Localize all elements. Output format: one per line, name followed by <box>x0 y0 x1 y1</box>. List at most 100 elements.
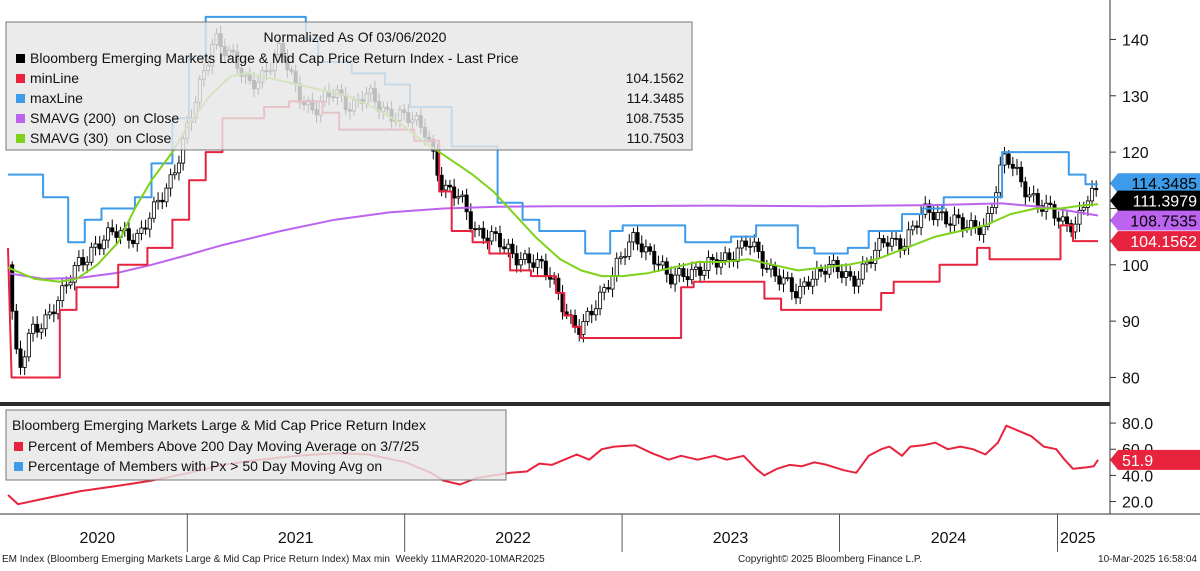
candle <box>1048 195 1053 210</box>
lower-title: Bloomberg Emerging Markets Large & Mid C… <box>12 417 426 433</box>
candle <box>706 250 711 279</box>
candle-body <box>1073 223 1078 233</box>
candle <box>623 248 628 266</box>
candle-body <box>677 268 682 276</box>
candle-body <box>652 250 657 265</box>
candle <box>785 271 790 282</box>
series-line-sma200 <box>7 202 1099 280</box>
lower-legend-box <box>5 409 507 481</box>
candle-body <box>952 214 957 226</box>
legend-label-pct-above-50: Percentage of Members with Px > 50 Day M… <box>28 458 382 474</box>
candle <box>852 271 857 294</box>
candle-body <box>573 315 578 328</box>
candle <box>1010 156 1015 177</box>
candle <box>806 276 811 290</box>
last-value-sma200: 108.7535 <box>1110 210 1200 231</box>
candle-body <box>147 217 152 230</box>
legend-value-sma30: 110.7503 <box>627 130 685 146</box>
candle-body <box>898 238 903 251</box>
legend-swatch-sma200 <box>16 114 25 123</box>
candle-body <box>1077 209 1082 225</box>
candle-body <box>848 271 853 277</box>
candle <box>739 235 744 256</box>
y-tick-label: 120 <box>1122 145 1149 162</box>
candle <box>798 278 803 305</box>
candle-body <box>881 238 886 244</box>
candle <box>1006 150 1011 169</box>
candle-body <box>706 257 711 271</box>
candle <box>839 264 844 284</box>
candle <box>464 188 469 221</box>
candle-body <box>643 246 648 253</box>
x-tick-label: 2025 <box>1060 530 1096 547</box>
candle <box>472 221 477 238</box>
legend-swatch-sma30 <box>16 134 25 143</box>
legend-value-maxline: 114.3485 <box>627 90 685 106</box>
candle-body <box>1035 193 1040 207</box>
candle-body <box>735 247 740 262</box>
candle <box>748 238 753 256</box>
candle-body <box>39 328 44 333</box>
candle <box>844 263 849 286</box>
candle-body <box>606 287 611 290</box>
candle-body <box>556 277 561 294</box>
candle <box>89 242 94 266</box>
candle-body <box>1090 187 1095 202</box>
candle-body <box>860 263 865 280</box>
candle <box>885 235 890 255</box>
last-value-sma200-text: 108.7535 <box>1130 213 1197 230</box>
candle <box>110 219 115 236</box>
upper-last-value-labels: 114.3485 108.7535 104.1562 111.3979 <box>1110 173 1200 252</box>
upper-legend-box <box>5 21 693 151</box>
candle-body <box>1006 153 1011 165</box>
y-tick-label: 90 <box>1122 314 1140 331</box>
candle <box>789 272 794 300</box>
candle-body <box>693 266 698 270</box>
candle <box>914 220 919 235</box>
legend-swatch-maxline <box>16 94 25 103</box>
candle-body <box>485 237 490 242</box>
series-line-sma30 <box>7 72 1099 283</box>
candle <box>643 239 648 261</box>
candle-body <box>856 278 861 287</box>
candle-body <box>22 356 27 368</box>
candle-body <box>481 227 486 239</box>
candle-body <box>739 240 744 249</box>
candle-body <box>844 271 849 278</box>
x-tick-label: 2020 <box>80 530 116 547</box>
candle <box>956 208 961 225</box>
candle <box>443 179 448 199</box>
candle-body <box>631 232 636 243</box>
candle <box>735 239 740 269</box>
legend-swatch-minline <box>16 74 25 83</box>
candle <box>585 307 590 326</box>
candle-body <box>806 281 811 287</box>
candle <box>126 220 131 249</box>
lower-legend: Bloomberg Emerging Markets Large & Mid C… <box>5 409 507 481</box>
last-value-pct-bg <box>1110 449 1200 470</box>
candle <box>831 253 836 273</box>
candle-body <box>885 242 890 247</box>
candle-body <box>456 196 461 199</box>
candle-body <box>748 245 753 248</box>
candle <box>156 192 161 210</box>
y-tick-label: 80 <box>1122 370 1140 387</box>
candle-body <box>156 199 161 203</box>
candle-body <box>168 174 173 189</box>
candle-body <box>68 281 73 286</box>
candle-body <box>723 252 728 261</box>
candle-body <box>1014 166 1019 169</box>
candle-body <box>752 241 757 248</box>
candle <box>72 261 77 291</box>
candle-body <box>989 207 994 214</box>
candle-body <box>443 184 448 191</box>
lower-last-value-labels: 51.9 <box>1110 449 1200 470</box>
legend-label-minline: minLine <box>30 70 79 86</box>
candle-body <box>1048 202 1053 205</box>
candle <box>760 244 765 277</box>
candle <box>131 233 136 248</box>
footer-timestamp: 10-Mar-2025 16:58:04 <box>1098 554 1197 565</box>
candle <box>502 238 507 255</box>
candle-body <box>531 262 536 268</box>
candle-body <box>894 237 899 240</box>
